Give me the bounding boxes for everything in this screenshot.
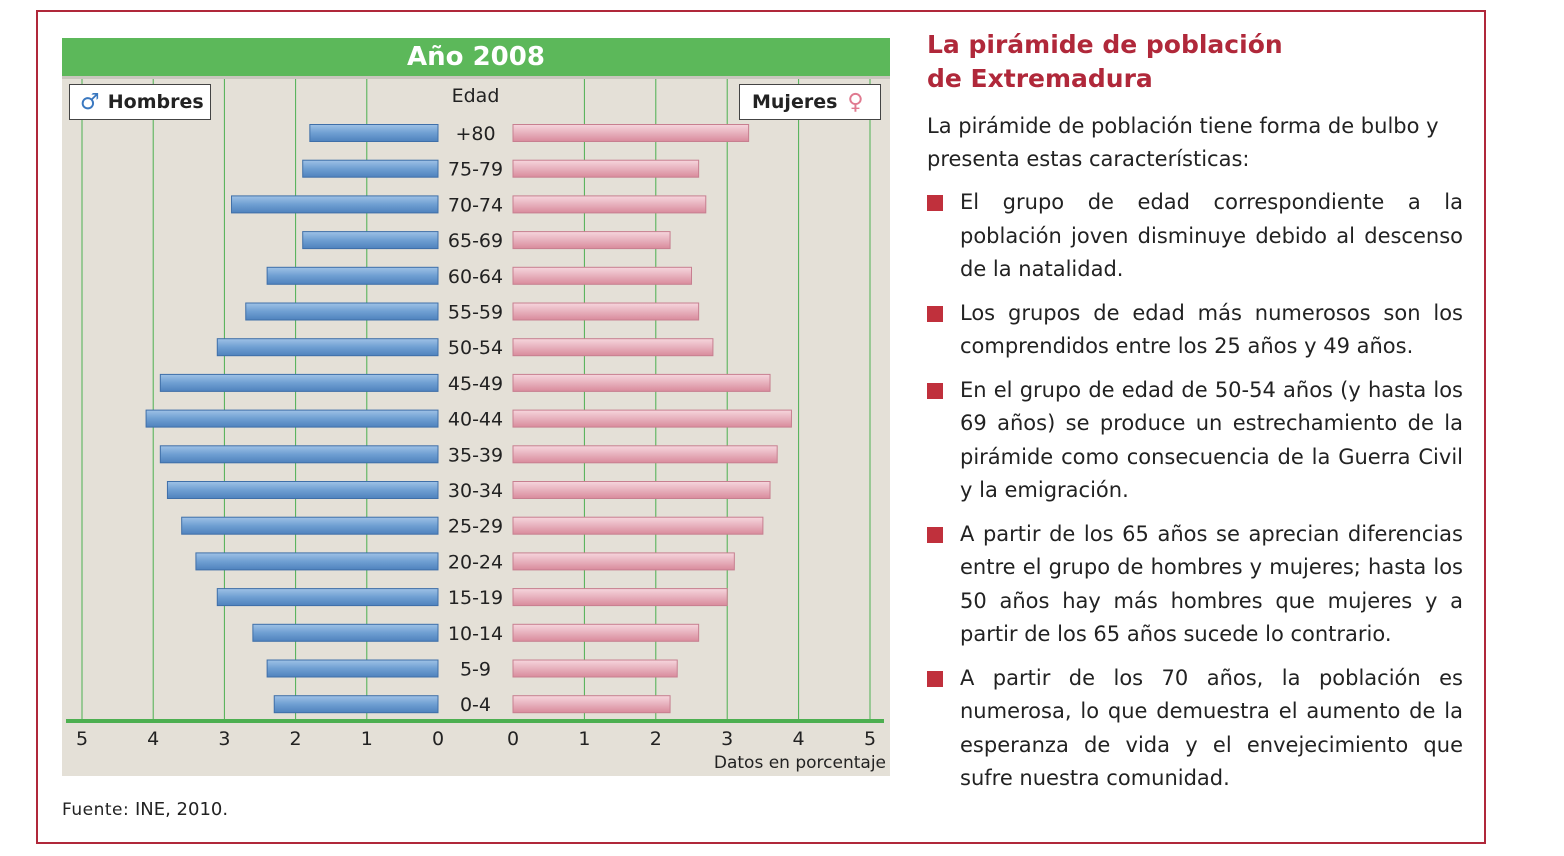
list-item: En el grupo de edad de 50-54 años (y has… <box>927 374 1463 508</box>
tick-label-female: 0 <box>507 728 519 750</box>
age-group-label: 75-79 <box>448 159 503 181</box>
female-bar <box>512 302 700 321</box>
male-bar <box>266 266 439 285</box>
section-title: La pirámide de población de Extremadura <box>927 28 1467 96</box>
female-bar <box>512 124 750 142</box>
chart-title: Año 2008 <box>62 38 890 76</box>
age-group-label: 25-29 <box>448 516 503 538</box>
tick-label-male: 5 <box>76 728 88 750</box>
list-item: A partir de los 65 años se aprecian dife… <box>927 518 1463 652</box>
bullet-square-icon <box>927 670 943 687</box>
female-bar <box>512 409 792 428</box>
male-bar <box>181 516 439 535</box>
age-group-label: 55-59 <box>448 302 503 324</box>
male-symbol-icon: ♂ <box>80 89 100 115</box>
tick-label-male: 2 <box>290 728 302 750</box>
tick-label-male: 0 <box>432 728 444 750</box>
age-group-label: 45-49 <box>448 373 503 395</box>
age-axis-title: Edad <box>452 85 500 107</box>
age-group-label: 70-74 <box>448 194 503 216</box>
female-bar <box>512 266 692 285</box>
list-item-text: Los grupos de edad más numerosos son los… <box>960 300 1463 359</box>
age-group-label: 0-4 <box>460 694 491 716</box>
source-prefix: Fuente: <box>62 800 130 820</box>
tick-label-female: 2 <box>650 728 662 750</box>
tick-label-female: 3 <box>721 728 733 750</box>
male-bar <box>145 409 439 428</box>
female-bar <box>512 481 771 499</box>
male-bar <box>231 195 439 214</box>
male-bar <box>302 159 439 178</box>
section-title-line-1: La pirámide de población <box>927 30 1283 59</box>
age-group-label: 60-64 <box>448 266 503 288</box>
age-group-label: +80 <box>455 123 495 145</box>
age-group-label: 35-39 <box>448 444 503 466</box>
female-bar <box>512 373 771 392</box>
male-bar <box>266 659 439 678</box>
age-group-label: 15-19 <box>448 587 503 609</box>
male-bar <box>216 338 439 357</box>
female-bar <box>512 159 700 178</box>
age-group-label: 50-54 <box>448 337 503 359</box>
age-group-label: 10-14 <box>448 623 503 645</box>
male-bar <box>159 445 439 464</box>
list-item-text: A partir de los 65 años se aprecian dife… <box>960 521 1463 647</box>
male-bar <box>245 302 439 321</box>
female-bar <box>512 588 728 607</box>
list-item-text: En el grupo de edad de 50-54 años (y has… <box>960 377 1463 503</box>
age-group-label: 20-24 <box>448 551 503 573</box>
tick-label-female: 4 <box>793 728 805 750</box>
list-item: A partir de los 70 años, la población es… <box>927 662 1463 796</box>
tick-label-male: 1 <box>361 728 373 750</box>
legend-female: Mujeres ♀ <box>739 84 881 120</box>
source-note: Fuente: INE, 2010. <box>62 799 228 820</box>
bullet-square-icon <box>927 382 943 399</box>
section-title-line-2: de Extremadura <box>927 64 1153 93</box>
female-bar <box>512 445 778 464</box>
tick-label-male: 4 <box>147 728 159 750</box>
male-bar <box>273 695 439 714</box>
header-divider <box>62 76 890 79</box>
female-bar <box>512 623 700 642</box>
male-bar <box>166 481 439 499</box>
age-group-label: 65-69 <box>448 230 503 252</box>
female-symbol-icon: ♀ <box>847 89 864 115</box>
bullet-square-icon <box>927 195 943 211</box>
male-bar <box>216 588 439 607</box>
female-bar <box>512 195 707 214</box>
characteristics-list: El grupo de edad correspondiente a la po… <box>927 186 1463 806</box>
legend-female-label: Mujeres <box>752 91 838 113</box>
female-bar <box>512 659 678 678</box>
legend-male: ♂ Hombres <box>69 84 211 120</box>
page-frame <box>36 10 1486 844</box>
intro-paragraph: La pirámide de población tiene forma de … <box>927 114 1439 171</box>
tick-label-female: 5 <box>864 728 876 750</box>
male-bar <box>309 124 439 142</box>
pyramid-chart-panel: Año 2008 Edad +80 75-79 70-74 65-69 60-64 55-5… <box>62 38 890 776</box>
male-bar <box>252 623 439 642</box>
pyramid-chart: Edad+8075-7970-7465-6960-6455-5950-5445-… <box>66 79 886 773</box>
age-group-label: 30-34 <box>448 480 503 502</box>
list-item: Los grupos de edad más numerosos son los… <box>927 297 1463 364</box>
list-item-text: A partir de los 70 años, la población es… <box>960 665 1463 791</box>
tick-label-male: 3 <box>218 728 230 750</box>
male-bar <box>195 552 439 571</box>
age-group-label: 40-44 <box>448 409 503 431</box>
male-bar <box>159 373 439 392</box>
female-bar <box>512 695 671 714</box>
list-item: El grupo de edad correspondiente a la po… <box>927 186 1463 287</box>
tick-label-female: 1 <box>578 728 590 750</box>
source-text: INE, 2010. <box>134 799 229 820</box>
axis-unit-label: Datos en porcentaje <box>714 753 886 773</box>
legend-male-label: Hombres <box>107 91 204 113</box>
age-group-label: 5-9 <box>460 659 491 681</box>
female-bar <box>512 338 714 357</box>
female-bar <box>512 516 764 535</box>
bullet-square-icon <box>927 305 943 322</box>
female-bar <box>512 552 735 571</box>
female-bar <box>512 231 671 250</box>
male-bar <box>302 231 439 250</box>
list-item-text: El grupo de edad correspondiente a la po… <box>960 190 1463 281</box>
bullet-square-icon <box>927 526 943 543</box>
